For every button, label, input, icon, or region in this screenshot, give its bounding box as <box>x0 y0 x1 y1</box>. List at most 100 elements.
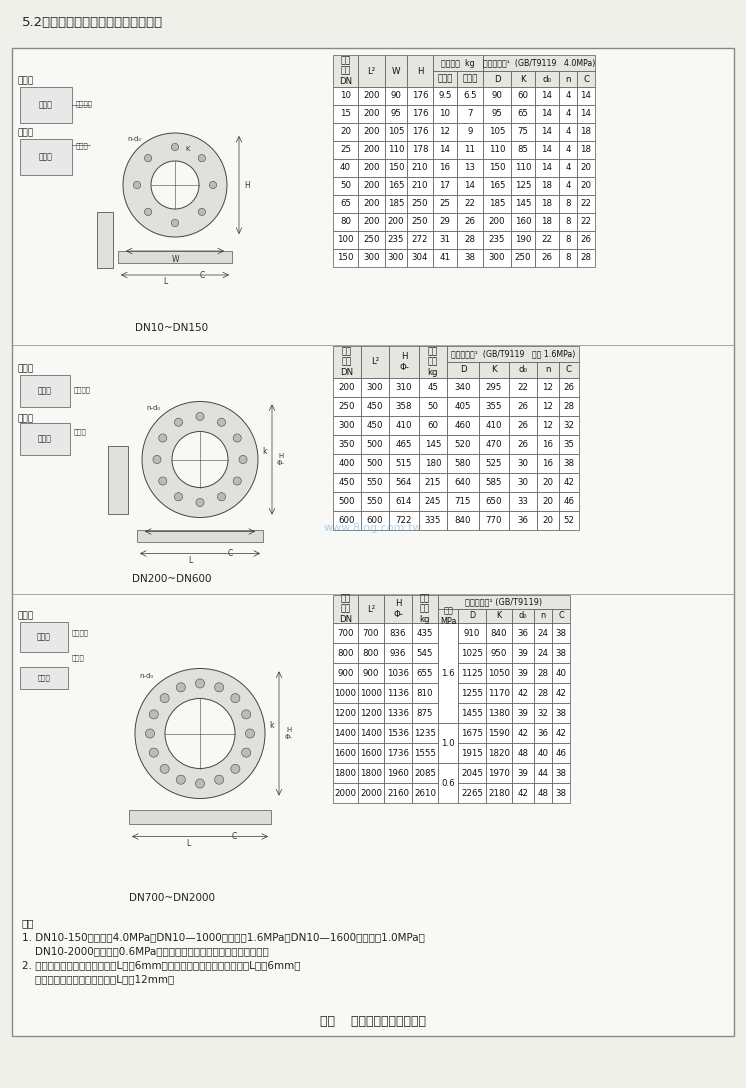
Text: 875: 875 <box>417 708 433 717</box>
Text: 470: 470 <box>486 440 502 449</box>
Bar <box>358 141 385 159</box>
Bar <box>407 213 433 231</box>
Bar <box>483 159 511 177</box>
Text: 1600: 1600 <box>334 749 357 757</box>
Bar <box>358 249 385 267</box>
Bar <box>479 435 509 454</box>
Text: 210: 210 <box>412 163 428 173</box>
Bar <box>559 159 577 177</box>
Text: 580: 580 <box>455 459 471 468</box>
Text: K: K <box>520 74 526 84</box>
Text: n-d₀: n-d₀ <box>127 136 141 143</box>
Bar <box>358 663 384 683</box>
Text: 300: 300 <box>489 254 505 262</box>
Bar <box>447 362 479 378</box>
Bar <box>358 213 385 231</box>
Text: 165: 165 <box>489 182 505 190</box>
Bar <box>419 378 447 397</box>
Bar <box>552 643 570 663</box>
Text: 14: 14 <box>542 163 553 173</box>
Text: 公称
通径
DN: 公称 通径 DN <box>340 347 354 376</box>
Text: K: K <box>496 611 501 620</box>
Bar <box>389 454 419 473</box>
Bar <box>483 177 511 195</box>
Bar <box>486 783 512 803</box>
Text: 80: 80 <box>340 218 351 226</box>
Text: 300: 300 <box>339 421 355 430</box>
Bar <box>457 177 483 195</box>
Text: 29: 29 <box>439 218 451 226</box>
Bar <box>534 743 552 763</box>
Text: 10: 10 <box>340 91 351 100</box>
Circle shape <box>134 182 141 188</box>
Bar <box>333 397 361 416</box>
Bar <box>458 743 486 763</box>
Bar <box>534 609 552 623</box>
Text: 200: 200 <box>363 163 380 173</box>
Text: 5.2传感器外形和安装尺寸，见图四。: 5.2传感器外形和安装尺寸，见图四。 <box>22 16 163 29</box>
Bar <box>577 249 595 267</box>
Text: 18: 18 <box>542 218 553 226</box>
Bar <box>479 397 509 416</box>
Text: 200: 200 <box>489 218 505 226</box>
Bar <box>433 87 457 106</box>
Bar <box>511 123 535 141</box>
Bar <box>509 473 537 492</box>
Text: 52: 52 <box>563 516 574 526</box>
Text: 14: 14 <box>439 146 451 154</box>
Text: 36: 36 <box>518 629 528 638</box>
Text: 185: 185 <box>388 199 404 209</box>
Circle shape <box>242 749 251 757</box>
Text: 22: 22 <box>465 199 475 209</box>
Bar <box>559 397 579 416</box>
Bar <box>457 123 483 141</box>
Text: 28: 28 <box>580 254 592 262</box>
Bar <box>433 159 457 177</box>
Text: 1235: 1235 <box>414 729 436 738</box>
Bar <box>419 492 447 511</box>
Text: 405: 405 <box>455 401 471 411</box>
Bar <box>537 362 559 378</box>
Bar <box>389 473 419 492</box>
Bar <box>552 783 570 803</box>
Circle shape <box>195 779 204 788</box>
Bar <box>486 663 512 683</box>
Text: 传感器: 传感器 <box>463 74 477 84</box>
Text: 1.6: 1.6 <box>441 668 455 678</box>
Text: 12: 12 <box>439 127 451 136</box>
Bar <box>438 763 458 803</box>
Text: 1736: 1736 <box>387 749 409 757</box>
Text: 8: 8 <box>565 218 571 226</box>
Text: 2160: 2160 <box>387 789 409 798</box>
Bar <box>479 473 509 492</box>
Text: 235: 235 <box>388 235 404 245</box>
Bar <box>358 123 385 141</box>
Bar <box>457 195 483 213</box>
Bar <box>534 683 552 703</box>
Text: 450: 450 <box>367 401 383 411</box>
Text: 38: 38 <box>556 708 566 717</box>
Text: 358: 358 <box>395 401 413 411</box>
Bar <box>333 141 358 159</box>
Bar <box>552 623 570 643</box>
Text: 1455: 1455 <box>461 708 483 717</box>
Text: DN10~DN150: DN10~DN150 <box>136 323 209 333</box>
Text: C: C <box>232 832 237 841</box>
Text: 24: 24 <box>538 629 548 638</box>
Text: 50: 50 <box>427 401 439 411</box>
Text: 1050: 1050 <box>488 668 510 678</box>
Text: C: C <box>566 366 572 374</box>
Text: 1915: 1915 <box>461 749 483 757</box>
Text: 2. 当安装一个接地法兰时，尺寸L增加6mm；当安装进口保护法兰时，尺寸L增加6mm；: 2. 当安装一个接地法兰时，尺寸L增加6mm；当安装进口保护法兰时，尺寸L增加6… <box>22 960 301 970</box>
Text: 1136: 1136 <box>387 689 409 697</box>
Text: 公称
通径
DN: 公称 通径 DN <box>339 594 352 623</box>
Bar <box>142 401 258 518</box>
Circle shape <box>142 401 258 518</box>
Text: 25: 25 <box>340 146 351 154</box>
Text: 200: 200 <box>363 182 380 190</box>
Text: 45: 45 <box>427 383 439 392</box>
Bar <box>358 623 384 643</box>
Text: 28: 28 <box>465 235 475 245</box>
Text: 28: 28 <box>538 689 548 697</box>
Text: 250: 250 <box>363 235 380 245</box>
